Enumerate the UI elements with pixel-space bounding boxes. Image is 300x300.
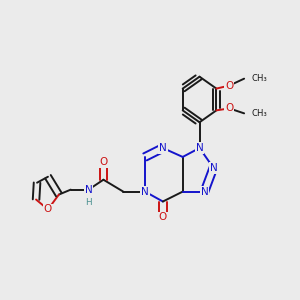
Text: O: O [225,103,233,113]
Text: CH₃: CH₃ [252,74,267,83]
Text: O: O [99,157,108,167]
Text: O: O [44,204,52,214]
Text: H: H [85,198,92,207]
Text: N: N [141,187,149,196]
Text: N: N [209,163,217,173]
Text: CH₃: CH₃ [252,109,267,118]
Text: O: O [225,81,233,91]
Text: N: N [201,187,208,196]
Text: O: O [159,212,167,222]
Text: N: N [196,143,203,153]
Text: N: N [85,184,92,195]
Text: N: N [159,143,167,153]
